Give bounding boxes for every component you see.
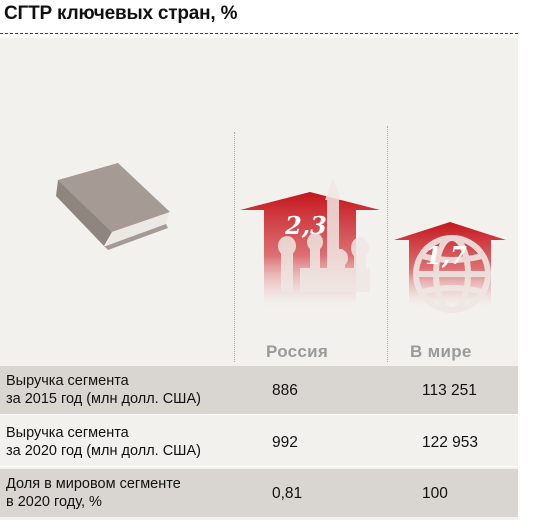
bar-russia-value-label: 2,3 [284, 211, 327, 240]
cell-world: 100 [422, 485, 448, 502]
cell-world: 113 251 [422, 382, 477, 399]
column-header-world: В мире [410, 342, 472, 361]
page-title: СГТР ключевых стран, % [4, 3, 238, 24]
column-divider-left [234, 132, 235, 362]
kremlin-icon [278, 178, 370, 292]
row-divider [0, 414, 518, 415]
bar-labels-group: 2,3 1,7 [284, 211, 467, 270]
row-label: Выручка сегмента за 2020 год (млн долл. … [6, 425, 201, 459]
table-row: Доля в мировом сегменте в 2020 году, % 0… [0, 469, 518, 517]
globe-icon [413, 235, 491, 313]
cell-world: 122 953 [422, 434, 479, 451]
cell-russia: 0,81 [272, 485, 303, 502]
table-row: Выручка сегмента за 2020 год (млн долл. … [0, 418, 518, 466]
row-label: Выручка сегмента за 2015 год (млн долл. … [6, 373, 201, 407]
bar-world [394, 222, 506, 307]
column-header-russia: Россия [266, 342, 329, 361]
table-row: Выручка сегмента за 2015 год (млн долл. … [0, 366, 518, 414]
cell-russia: 992 [272, 434, 298, 451]
row-divider [0, 466, 518, 467]
row-label: Доля в мировом сегменте в 2020 году, % [6, 476, 181, 510]
title-divider [0, 33, 518, 34]
column-divider-right [387, 126, 388, 362]
book-icon [56, 163, 170, 250]
bar-world-value-label: 1,7 [425, 241, 467, 270]
cell-russia: 886 [272, 382, 298, 399]
